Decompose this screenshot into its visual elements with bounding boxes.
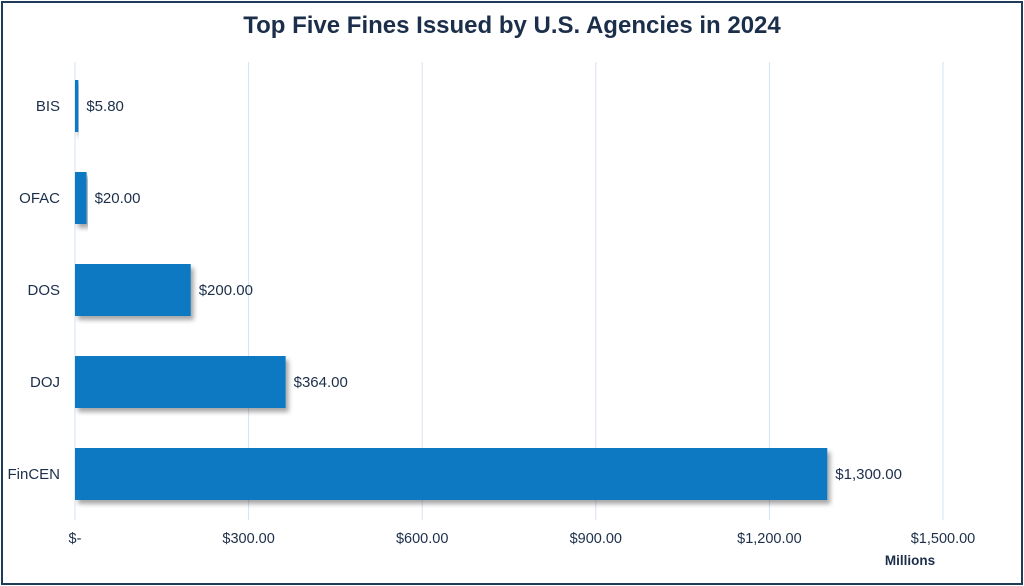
x-axis-title: Millions — [885, 553, 935, 568]
x-tick-label: $1,500.00 — [911, 531, 976, 547]
bar-ofac — [75, 172, 87, 224]
bar-dos — [75, 264, 191, 316]
data-label: $200.00 — [199, 282, 253, 299]
data-label: $1,300.00 — [835, 466, 902, 483]
bar-bis — [75, 80, 79, 132]
category-label: BIS — [36, 98, 60, 115]
x-tick-label: $300.00 — [222, 531, 274, 547]
bar-doj — [75, 356, 286, 408]
labels: $- $300.00 $600.00 $900.00 $1,200.00 $1,500.0… — [7, 98, 975, 547]
bar-fincen — [75, 448, 828, 500]
category-label: FinCEN — [7, 466, 60, 483]
category-label: OFAC — [19, 190, 60, 207]
category-label: DOJ — [30, 374, 60, 391]
x-tick-label: $900.00 — [570, 531, 622, 547]
x-tick-label: $600.00 — [396, 531, 448, 547]
chart-title: Top Five Fines Issued by U.S. Agencies i… — [243, 12, 781, 39]
category-label: DOS — [27, 282, 60, 299]
bars — [75, 80, 828, 500]
data-label: $5.80 — [86, 98, 124, 115]
x-tick-label: $- — [69, 531, 82, 547]
data-label: $364.00 — [294, 374, 348, 391]
data-label: $20.00 — [95, 190, 141, 207]
gridlines — [74, 62, 944, 520]
x-tick-label: $1,200.00 — [737, 531, 802, 547]
